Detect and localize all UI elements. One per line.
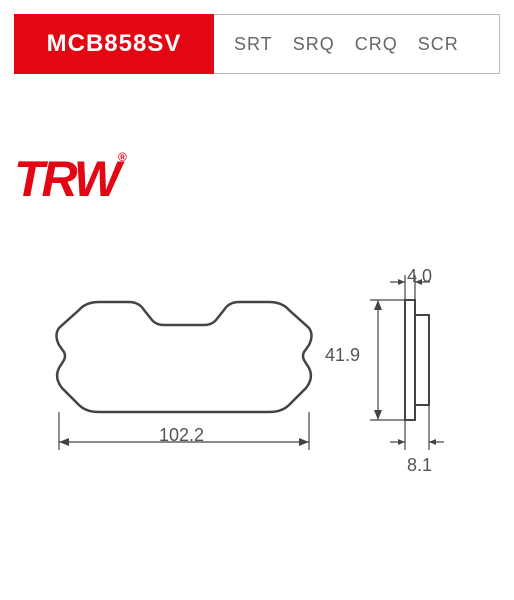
t2-arr-r xyxy=(429,439,436,445)
arrow-left xyxy=(59,438,69,446)
part-number-badge: MCB858SV xyxy=(14,14,214,74)
front-view-drawing: 102.2 xyxy=(34,290,334,450)
backing-plate xyxy=(405,300,415,420)
variants-bar: SRT SRQ CRQ SCR xyxy=(214,14,500,74)
variant-srq: SRQ xyxy=(293,34,335,55)
h-arrow-bot xyxy=(374,410,382,420)
diagram-container: MCB858SV SRT SRQ CRQ SCR TRW TRW® xyxy=(0,0,514,600)
trw-logo: TRW TRW® xyxy=(14,150,127,208)
diagram-area: TRW TRW® 102.2 xyxy=(14,90,500,586)
t1-arr-l xyxy=(398,279,405,285)
side-view-drawing: 4.0 8.1 xyxy=(360,260,460,450)
variant-crq: CRQ xyxy=(355,34,398,55)
thickness-bottom-label: 8.1 xyxy=(407,455,432,476)
brake-pad-front-svg xyxy=(34,290,334,490)
arrow-right xyxy=(299,438,309,446)
brake-pad-side-svg xyxy=(360,260,460,480)
thickness-top-label: 4.0 xyxy=(407,266,432,287)
pad-outline xyxy=(57,302,312,412)
friction-material xyxy=(415,315,429,405)
variant-scr: SCR xyxy=(418,34,459,55)
registered-mark: ® xyxy=(118,150,127,164)
variant-srt: SRT xyxy=(234,34,273,55)
t2-arr-l xyxy=(398,439,405,445)
logo-text: TRW TRW® xyxy=(14,150,127,208)
height-dim-label: 41.9 xyxy=(325,345,360,366)
header: MCB858SV SRT SRQ CRQ SCR xyxy=(14,14,500,74)
part-number: MCB858SV xyxy=(47,30,182,58)
width-dim-label: 102.2 xyxy=(159,425,204,446)
h-arrow-top xyxy=(374,300,382,310)
